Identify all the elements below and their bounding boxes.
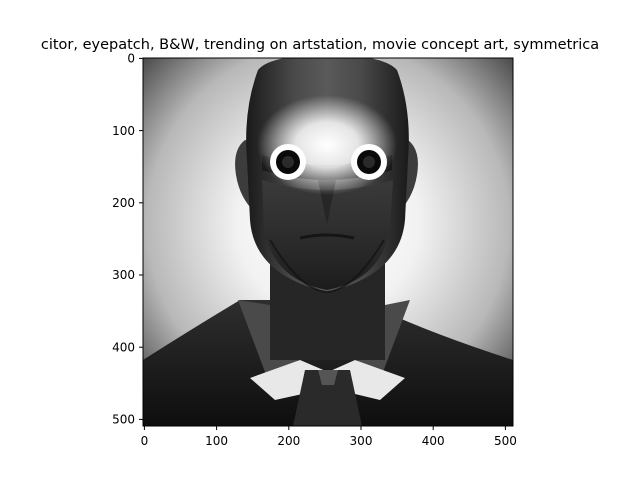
y-axis: 0 100 200 300 400 500 [112, 52, 143, 427]
x-tick-label: 500 [494, 434, 517, 448]
x-tick-label: 100 [205, 434, 228, 448]
x-tick-label: 200 [277, 434, 300, 448]
figure-title: citor, eyepatch, B&W, trending on artsta… [41, 37, 599, 53]
x-tick-label: 400 [422, 434, 445, 448]
y-tick-label: 0 [127, 52, 135, 66]
x-tick-label: 300 [350, 434, 373, 448]
y-tick-label: 100 [112, 124, 135, 138]
axes-frame [142, 57, 514, 427]
y-tick-label: 200 [112, 196, 135, 210]
y-tick-label: 400 [112, 340, 135, 354]
y-tick-label: 300 [112, 268, 135, 282]
x-tick-label: 0 [141, 434, 149, 448]
portrait-image [143, 58, 513, 426]
x-axis: 0 100 200 300 400 500 [141, 426, 517, 448]
y-tick-label: 500 [112, 413, 135, 427]
black-and-white-portrait-icon [143, 58, 513, 426]
